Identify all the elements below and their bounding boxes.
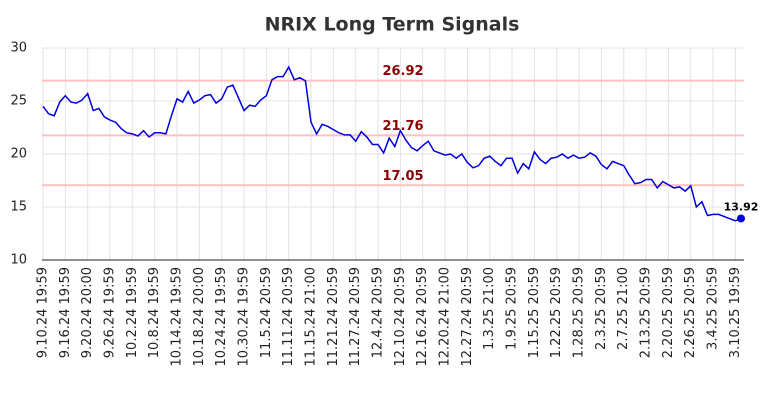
last-value-label: 13.92: [724, 200, 759, 213]
x-tick-label: 12.10.24 20:59: [393, 267, 408, 367]
y-tick-label: 20: [10, 147, 27, 162]
x-tick-label: 1.22.25 20:59: [549, 267, 564, 358]
x-tick-label: 11.15.24 21:00: [304, 267, 319, 367]
x-tick-label: 9.26.24 19:59: [103, 267, 118, 358]
y-tick-label: 15: [10, 200, 27, 215]
y-tick-label: 10: [10, 253, 27, 268]
x-tick-label: 11.21.24 20:59: [326, 267, 341, 367]
series-line: [42, 65, 742, 222]
x-tick-label: 1.15.25 20:59: [527, 267, 542, 358]
x-tick-label: 2.13.25 20:59: [639, 267, 654, 358]
x-tick-label: 12.16.24 20:59: [415, 267, 430, 367]
x-tick-label: 2.7.25 21:00: [616, 267, 631, 350]
x-tick-label: 1.9.25 20:59: [505, 267, 520, 350]
x-tick-label: 12.27.24 20:59: [460, 267, 475, 367]
x-tick-label: 9.10.24 19:59: [36, 267, 51, 358]
x-tick-label: 2.26.25 20:59: [683, 267, 698, 358]
reference-label: 21.76: [382, 119, 423, 134]
x-tick-label: 9.20.24 20:00: [80, 267, 95, 358]
chart-title: NRIX Long Term Signals: [265, 14, 520, 36]
x-tick-label: 2.3.25 20:59: [594, 267, 609, 350]
x-tick-label: 10.8.24 19:59: [147, 267, 162, 358]
x-tick-label: 10.14.24 19:59: [170, 267, 185, 367]
x-tick-label: 10.24.24 19:59: [214, 267, 229, 367]
y-tick-label: 30: [10, 41, 27, 56]
x-tick-label: 9.16.24 19:59: [58, 267, 73, 358]
y-tick-label: 25: [10, 94, 27, 109]
x-tick-label: 12.4.24 20:59: [371, 267, 386, 358]
x-tick-label: 11.11.24 20:59: [281, 267, 296, 367]
reference-label: 26.92: [382, 64, 423, 79]
last-point: [737, 214, 745, 223]
x-tick-label: 1.28.25 20:59: [572, 267, 587, 358]
x-tick-label: 1.3.25 21:00: [482, 267, 497, 350]
x-tick-label: 10.30.24 19:59: [237, 267, 252, 367]
x-tick-label: 10.2.24 19:59: [125, 267, 140, 358]
x-tick-label: 2.20.25 20:59: [661, 267, 676, 358]
x-tick-label: 11.27.24 20:59: [348, 267, 363, 367]
x-tick-label: 10.18.24 20:00: [192, 267, 207, 367]
x-tick-label: 11.5.24 20:59: [259, 267, 274, 358]
reference-label: 17.05: [382, 169, 423, 184]
x-tick-label: 3.4.25 20:59: [706, 267, 721, 350]
x-tick-label: 3.10.25 19:59: [728, 267, 743, 358]
x-tick-label: 12.20.24 21:00: [438, 267, 453, 367]
